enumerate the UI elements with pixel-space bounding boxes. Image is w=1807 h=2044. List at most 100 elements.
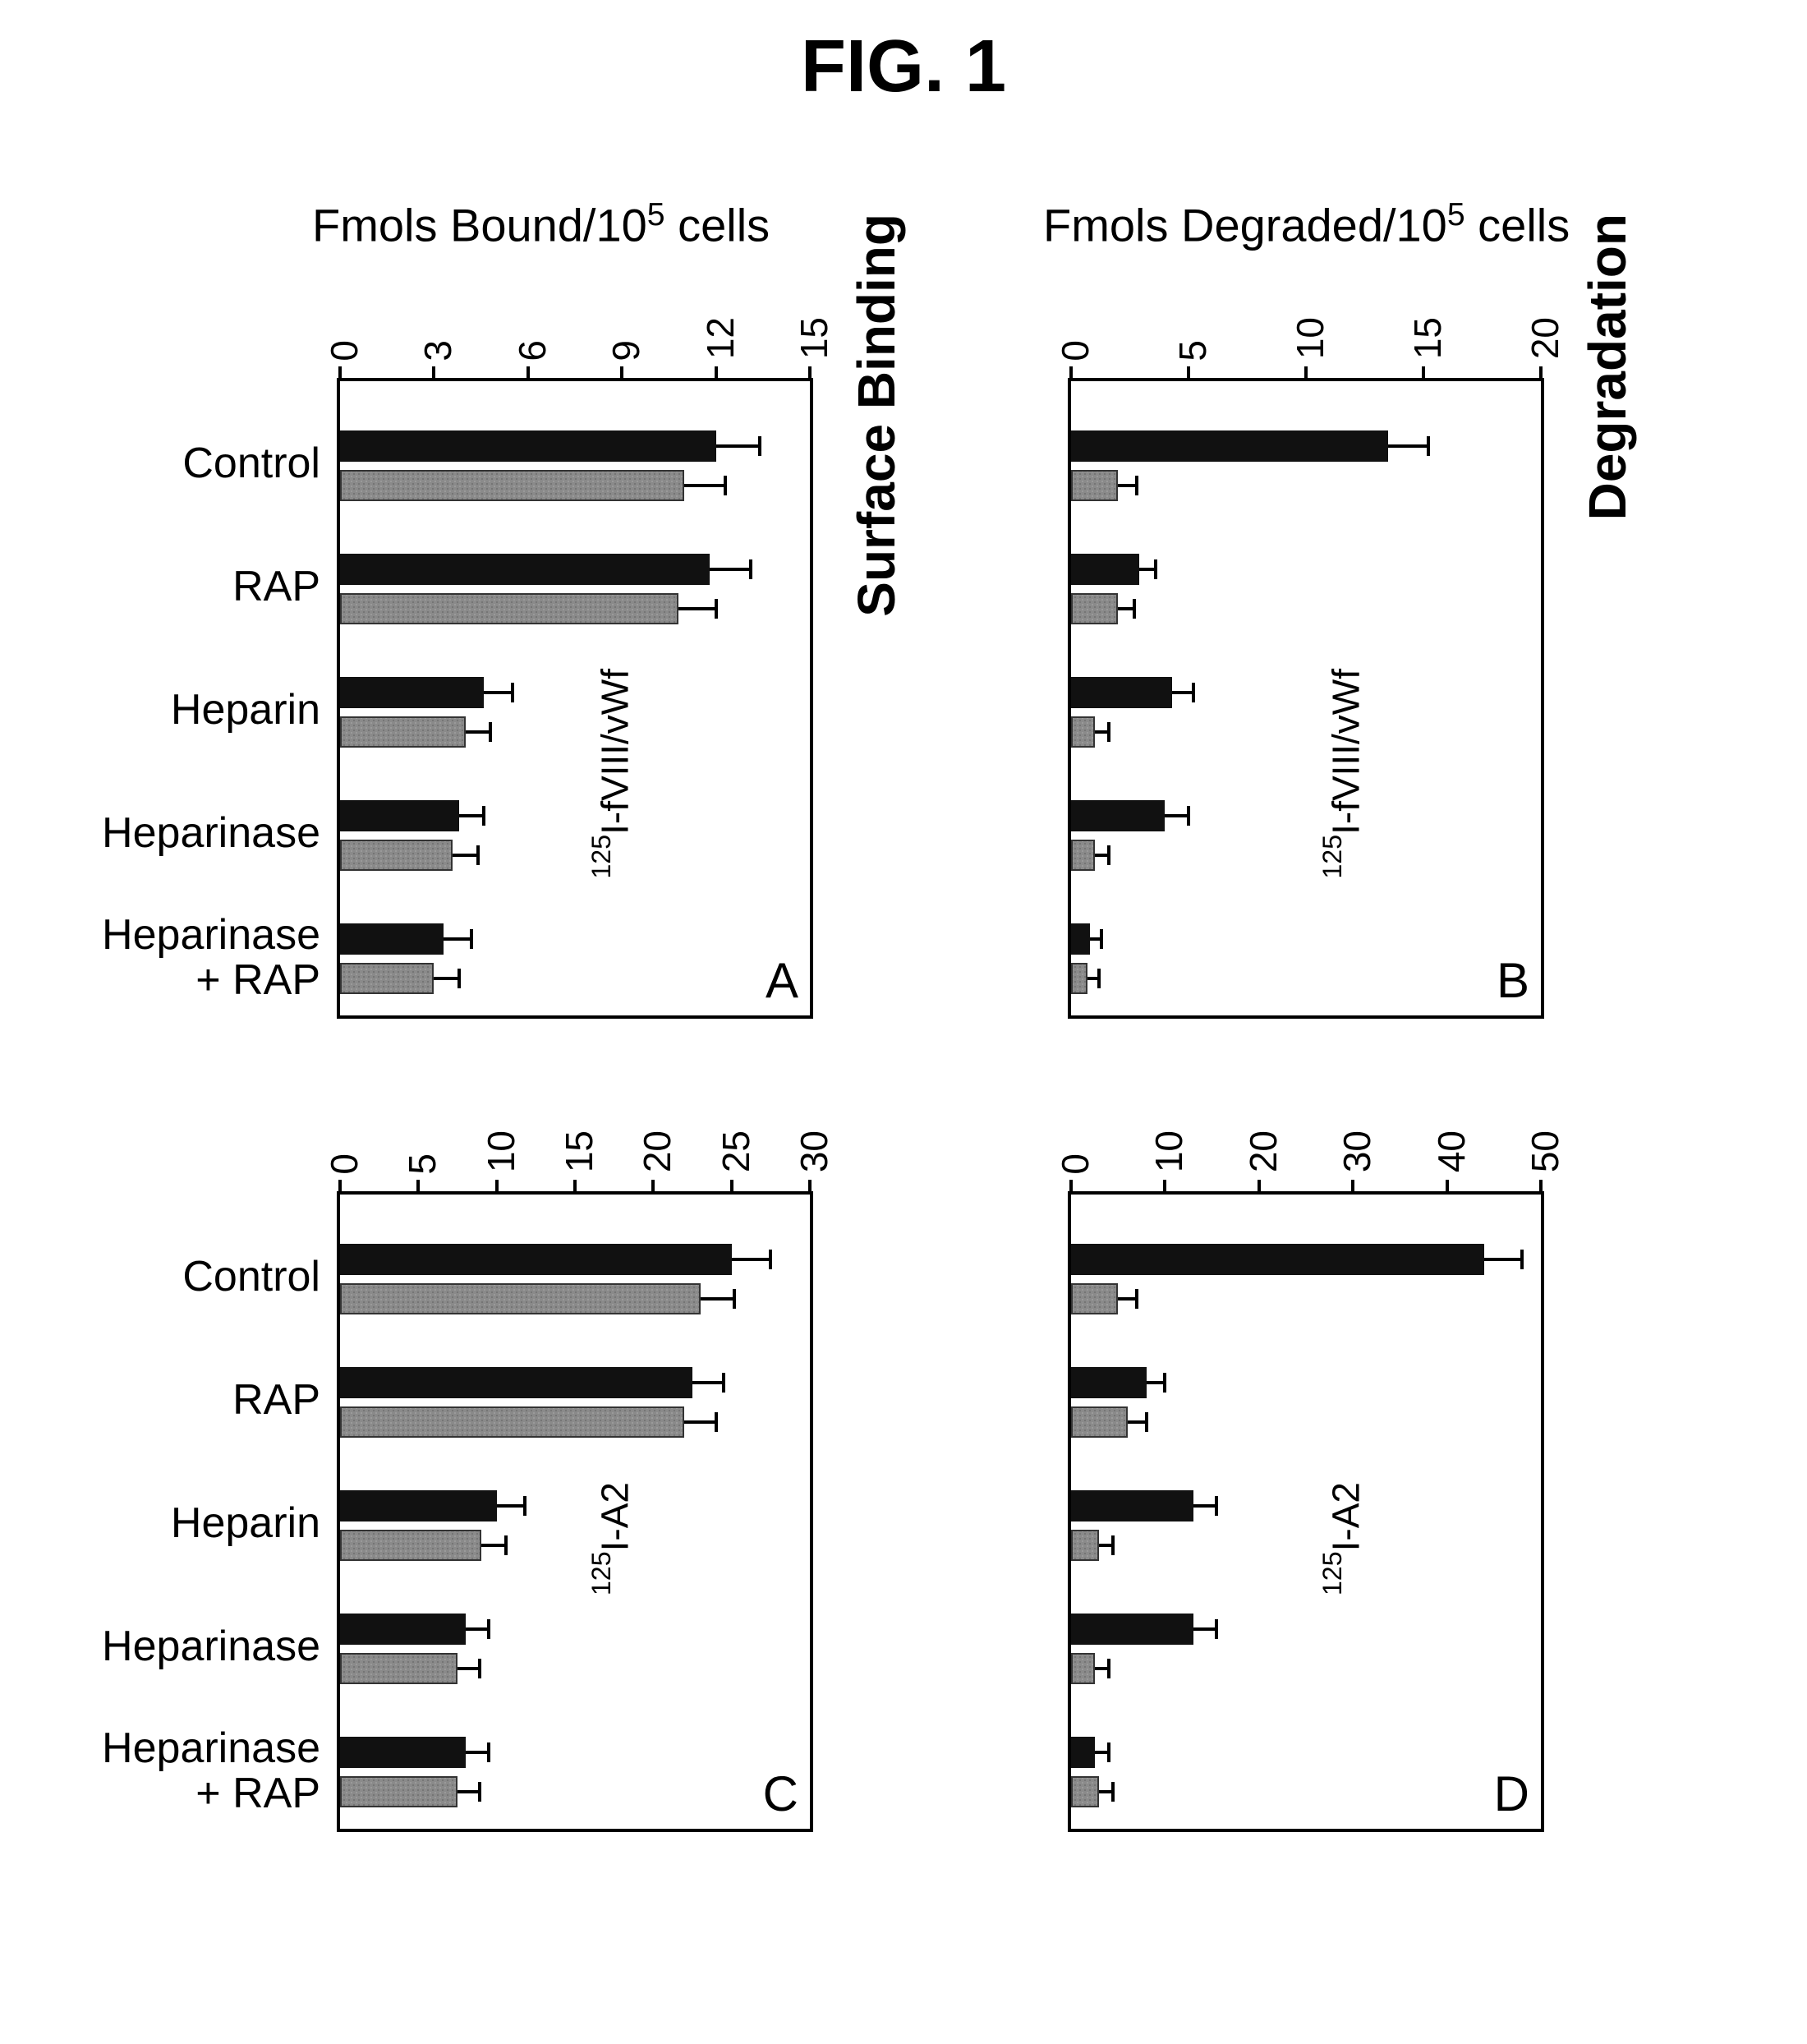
category-label: Heparinase: [102, 1624, 320, 1669]
bar-dark: [340, 800, 459, 831]
figure-title: FIG. 1: [0, 25, 1807, 109]
bar-dark: [340, 1614, 466, 1645]
bar-dark: [1071, 1367, 1147, 1398]
tick-mark: [526, 366, 530, 381]
tick-label: 0: [322, 1153, 366, 1175]
tick-mark: [1304, 366, 1308, 381]
panel-annotation: 125I-A2: [1317, 1482, 1368, 1595]
tick-mark: [1258, 1180, 1261, 1195]
error-cap: [733, 1289, 736, 1309]
panel-annotation: 125I-A2: [586, 1482, 637, 1595]
error-cap: [722, 1373, 725, 1393]
bar-lite: [340, 1530, 481, 1561]
tick-label: 40: [1429, 1130, 1474, 1172]
error-bar: [1118, 484, 1137, 487]
bar-lite: [340, 716, 466, 748]
bar-lite: [340, 963, 434, 994]
bar-lite: [1071, 840, 1095, 871]
panel-letter: C: [763, 1765, 798, 1822]
bar-dark: [340, 677, 484, 708]
category-label: RAP: [232, 564, 320, 610]
error-cap: [470, 929, 473, 949]
tick-label: 0: [322, 340, 366, 361]
tick-mark: [1539, 1180, 1543, 1195]
error-bar: [1118, 607, 1134, 610]
error-bar: [453, 854, 478, 857]
yaxis-label-right: Fmols Degraded/105 cells: [1043, 197, 1570, 252]
bar-dark: [1071, 677, 1172, 708]
category-label: Heparinase: [102, 811, 320, 856]
tick-mark: [338, 1180, 342, 1195]
tick-mark: [432, 366, 435, 381]
tick-label: 5: [400, 1153, 444, 1175]
error-cap: [1107, 845, 1110, 865]
tick-mark: [620, 366, 623, 381]
tick-label: 20: [1523, 317, 1567, 359]
error-cap: [1187, 806, 1190, 826]
error-cap: [482, 806, 485, 826]
tick-mark: [651, 1180, 655, 1195]
error-bar: [732, 1258, 771, 1261]
bar-lite: [1071, 1406, 1128, 1438]
bar-lite: [1071, 1283, 1118, 1314]
bar-dark: [340, 1244, 732, 1275]
bar-dark: [1071, 554, 1139, 585]
error-cap: [487, 1619, 490, 1639]
bar-lite: [340, 1653, 457, 1684]
error-cap: [749, 559, 752, 579]
error-cap: [1427, 436, 1430, 456]
bar-lite: [340, 593, 678, 624]
tick-label: 10: [1288, 317, 1332, 359]
panel-letter: B: [1497, 952, 1529, 1009]
error-cap: [1107, 722, 1110, 742]
tick-mark: [1446, 1180, 1449, 1195]
bar-dark: [1071, 1244, 1484, 1275]
error-bar: [466, 1751, 490, 1754]
tick-mark: [1069, 1180, 1073, 1195]
error-cap: [511, 683, 514, 702]
bar-lite: [1071, 963, 1087, 994]
tick-label: 3: [416, 340, 460, 361]
error-bar: [1193, 1504, 1217, 1508]
category-label: RAP: [232, 1378, 320, 1423]
error-cap: [758, 436, 761, 456]
error-cap: [1154, 559, 1157, 579]
error-bar: [678, 607, 716, 610]
error-bar: [459, 814, 485, 817]
tick-mark: [1069, 366, 1073, 381]
error-bar: [1147, 1381, 1166, 1384]
error-cap: [715, 1412, 718, 1432]
tick-label: 30: [1335, 1130, 1379, 1172]
error-cap: [1097, 969, 1101, 988]
tick-label: 20: [635, 1130, 679, 1172]
error-cap: [724, 476, 727, 495]
error-bar: [434, 977, 459, 980]
error-cap: [1111, 1782, 1115, 1802]
error-cap: [1100, 929, 1103, 949]
yaxis-label-left: Fmols Bound/105 cells: [312, 197, 770, 252]
error-bar: [1193, 1627, 1217, 1631]
tick-label: 6: [510, 340, 554, 361]
error-cap: [1215, 1496, 1218, 1516]
panel-b: B125I-fVIII/vWf05101520: [1068, 378, 1544, 1019]
bar-dark: [340, 1490, 497, 1521]
error-cap: [1107, 1742, 1110, 1762]
tick-mark: [495, 1180, 499, 1195]
bar-lite: [1071, 1530, 1099, 1561]
error-bar: [497, 1504, 525, 1508]
error-cap: [1135, 1289, 1138, 1309]
xlabels-row-bot: ControlRAPHeparinHeparinaseHeparinase + …: [41, 1191, 320, 1832]
error-bar: [1165, 814, 1189, 817]
bar-lite: [340, 470, 684, 501]
error-cap: [1520, 1250, 1524, 1269]
bar-dark: [340, 1737, 466, 1768]
category-label: Control: [182, 1254, 320, 1300]
panel-d: D125I-A201020304050: [1068, 1191, 1544, 1832]
tick-mark: [808, 366, 812, 381]
bar-dark: [340, 554, 710, 585]
error-bar: [466, 1627, 490, 1631]
error-bar: [1118, 1297, 1137, 1301]
xlabels-row-top: ControlRAPHeparinHeparinaseHeparinase + …: [41, 378, 320, 1019]
tick-label: 15: [557, 1130, 601, 1172]
error-bar: [457, 1790, 480, 1793]
